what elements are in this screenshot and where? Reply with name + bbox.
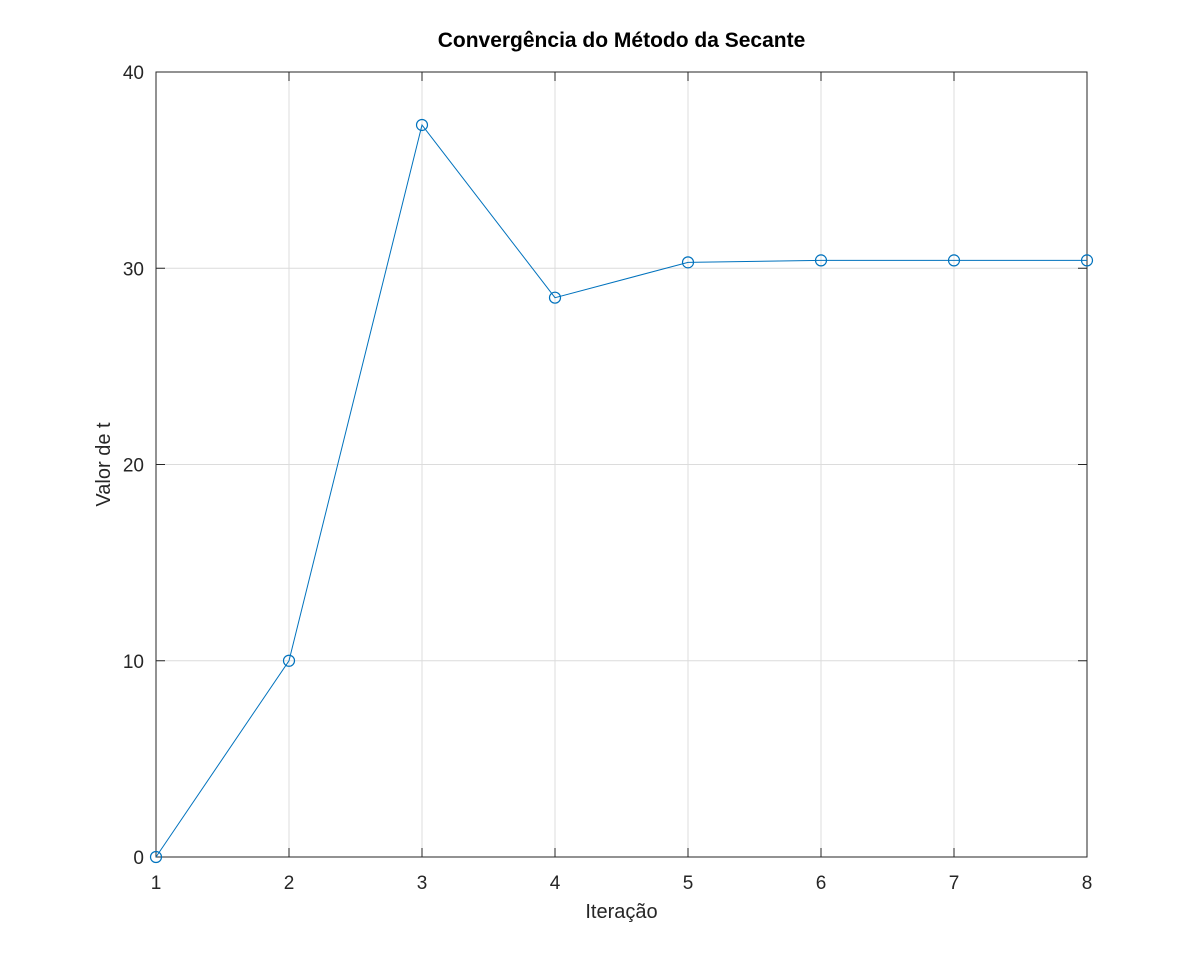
x-tick-label: 2 — [284, 873, 295, 894]
data-point-marker — [947, 254, 961, 267]
chart-title: Convergência do Método da Secante — [438, 29, 806, 52]
series-layer — [149, 118, 1094, 864]
data-point-marker — [415, 118, 429, 132]
grid-layer — [155, 71, 1088, 858]
axes-frame — [155, 71, 1088, 858]
x-tick-label: 3 — [417, 873, 428, 894]
series-line — [155, 123, 1087, 858]
data-point-marker — [548, 291, 562, 304]
y-tick-label: 10 — [123, 652, 144, 673]
x-tick-label: 4 — [550, 873, 561, 894]
data-point-marker — [1080, 254, 1094, 267]
x-tick-label: 8 — [1082, 873, 1093, 894]
x-tick-label: 7 — [949, 873, 960, 894]
y-tick-label: 40 — [123, 63, 144, 84]
y-axis-label: Valor de t — [93, 422, 115, 507]
data-point-marker — [149, 850, 163, 864]
tick-layer: 1 2 3 4 5 6 7 8 0 10 20 30 40 — [123, 63, 1092, 894]
y-tick-label: 20 — [123, 456, 144, 477]
x-tick-label: 6 — [816, 873, 827, 894]
y-tick-label: 30 — [123, 259, 144, 280]
data-point-marker — [282, 654, 296, 667]
data-point-marker — [814, 254, 828, 267]
x-tick-label: 1 — [151, 873, 162, 894]
x-tick-label: 5 — [683, 873, 694, 894]
data-point-marker — [681, 256, 695, 269]
x-axis-label: Iteração — [585, 901, 657, 923]
y-tick-label: 0 — [133, 848, 144, 869]
